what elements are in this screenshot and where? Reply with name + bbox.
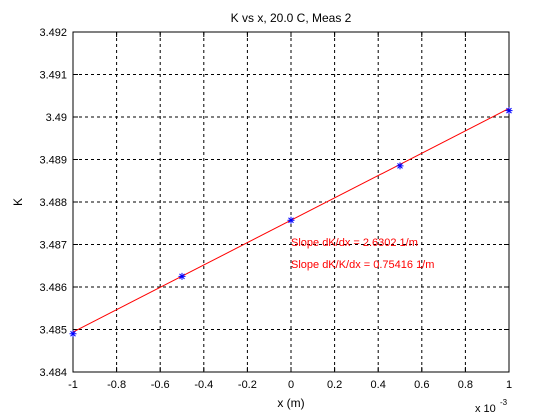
y-tick-label: 3.487 (39, 240, 67, 252)
y-tick-label: 3.486 (39, 282, 67, 294)
y-tick-label: 3.485 (39, 325, 67, 337)
data-point (178, 272, 186, 280)
x-tick-label: 0.6 (414, 379, 429, 391)
x-axis-multiplier-base: x 10 (475, 403, 496, 415)
y-axis-label: K (11, 198, 25, 206)
y-tick-label: 3.489 (39, 155, 67, 167)
data-point (69, 330, 77, 338)
y-tick-label: 3.492 (39, 27, 67, 39)
x-tick-label: 0.8 (458, 379, 473, 391)
x-tick-label: -1 (68, 379, 78, 391)
x-tick-label: -0.6 (151, 379, 170, 391)
x-axis-label: x (m) (277, 396, 304, 410)
data-marks (69, 107, 513, 338)
x-axis-multiplier: x 10 -3 (475, 398, 508, 415)
y-tick-label: 3.49 (46, 112, 67, 124)
slope-annotation: Slope dK/dx = 2.6302 1/m (291, 237, 418, 249)
x-tick-label: 0.2 (327, 379, 342, 391)
chart-title: K vs x, 20.0 C, Meas 2 (231, 11, 352, 25)
x-axis-multiplier-exponent: -3 (500, 398, 508, 407)
x-tick-label: 0 (288, 379, 294, 391)
x-tick-label: 0.4 (371, 379, 386, 391)
ticks: -1 -0.8 -0.6 -0.4 -0.2 0 0.2 0.4 0.6 0.8 1 3.484 3.4… (39, 27, 512, 391)
data-point (505, 107, 513, 115)
data-point (287, 216, 295, 224)
y-tick-label: 3.484 (39, 367, 67, 379)
y-tick-label: 3.488 (39, 197, 67, 209)
x-tick-label: -0.4 (194, 379, 213, 391)
x-tick-label: -0.2 (238, 379, 257, 391)
grid-lines (73, 32, 509, 372)
y-tick-label: 3.491 (39, 70, 67, 82)
x-tick-label: -0.8 (107, 379, 126, 391)
x-tick-label: 1 (506, 379, 512, 391)
slope-annotation: Slope dK/K/dx = 0.75416 1/m (291, 259, 434, 271)
annotations: Slope dK/dx = 2.6302 1/m Slope dK/K/dx = … (291, 237, 434, 271)
data-point (396, 162, 404, 170)
